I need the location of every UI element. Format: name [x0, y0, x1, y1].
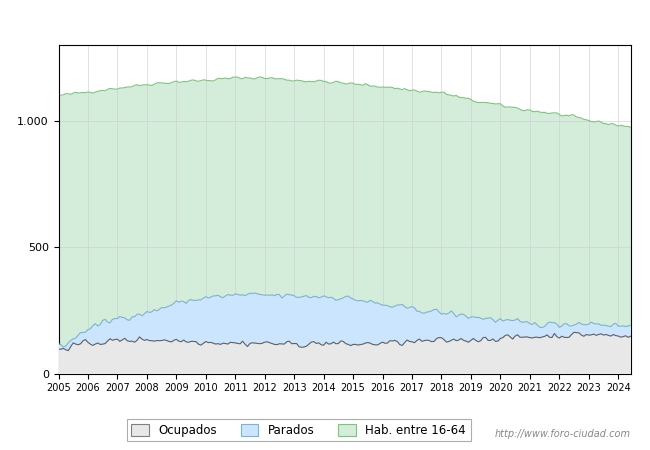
Text: http://www.foro-ciudad.com: http://www.foro-ciudad.com — [495, 429, 630, 439]
Text: Castropodame - Evolucion de la poblacion en edad de Trabajar Mayo de 2024: Castropodame - Evolucion de la poblacion… — [66, 13, 584, 26]
Legend: Ocupados, Parados, Hab. entre 16-64: Ocupados, Parados, Hab. entre 16-64 — [127, 419, 471, 441]
